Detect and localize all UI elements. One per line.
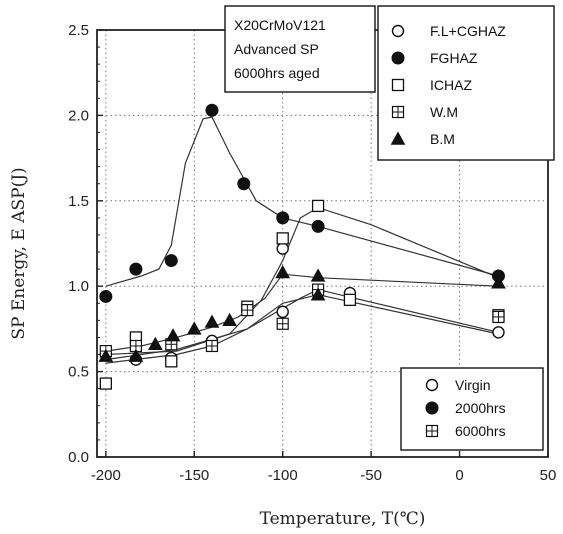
x-tick-label: -50 [360,467,382,484]
x-tick-label: 0 [455,467,463,484]
data-point-ichaz [311,199,325,213]
info-box: X20CrMoV121 Advanced SP 6000hrs aged [224,5,376,93]
x-tick-label: -200 [91,467,121,484]
data-point-w-m [241,304,254,317]
data-point-b-m [491,275,506,289]
data-point-fghaz [129,262,143,276]
legend-marker [391,105,405,119]
legend-entry-label: FGHAZ [430,50,478,66]
y-tick-label: 2.5 [68,22,89,39]
data-point-b-m [186,321,202,335]
y-tick-label: 0.0 [68,449,89,466]
data-point-fghaz [237,177,251,191]
data-point-b-m [310,287,326,301]
data-point-b-m [310,268,326,282]
legend-entry-label: F.L+CGHAZ [430,23,506,39]
data-point-ichaz [343,293,357,307]
data-point-f-l-cghaz [276,305,289,319]
series-points [98,103,506,390]
data-point-fghaz [311,219,325,233]
data-point-f-l-cghaz [492,326,505,339]
data-point-b-m [222,312,237,327]
data-point-b-m [128,348,144,362]
x-tick-label: -150 [179,467,209,484]
series-line-w-m [105,294,499,364]
info-box-line: 6000hrs aged [234,65,320,81]
legend-marker [391,24,405,38]
y-tick-label: 1.0 [68,278,89,295]
legend-marker [425,424,439,438]
legend-aging: Virgin 2000hrs 6000hrs [400,367,544,451]
legend-zones: F.L+CGHAZ FGHAZ ICHAZ W.M B.M [377,5,555,161]
x-tick-label: -100 [268,467,298,484]
legend-marker [391,51,405,65]
info-box-line: Advanced SP [234,41,319,57]
x-axis-title: Temperature, T(℃) [260,509,426,529]
data-point-b-m [98,348,114,362]
data-point-f-l-cghaz [276,242,289,255]
legend-entry-label: 2000hrs [455,400,506,416]
data-point-fghaz [205,103,219,117]
data-point-b-m [165,328,181,342]
legend-marker [391,78,405,92]
legend-entry-label: ICHAZ [430,77,472,93]
y-tick-label: 0.5 [68,364,89,381]
legend-marker [425,378,439,392]
data-point-fghaz [164,254,178,268]
y-axis-title: SP Energy, E ASP(J) [9,167,29,339]
legend-marker [390,131,406,145]
legend-marker [425,401,439,415]
data-point-ichaz [276,232,289,245]
data-point-w-m [492,310,505,324]
data-point-b-m [148,336,163,350]
data-point-fghaz [276,211,290,225]
data-point-b-m [204,314,220,328]
x-tick-label: 50 [540,467,557,484]
data-point-w-m [276,317,289,330]
data-point-b-m [275,265,291,279]
y-tick-label: 2.0 [68,107,89,124]
axis-ticks: -200 -150 -100 -50 0 50 0.0 0.5 1.0 1.5 2.0 2.5 [68,22,556,484]
y-tick-label: 1.5 [68,193,89,210]
legend-entry-label: 6000hrs [455,423,506,439]
data-point-ichaz [99,377,112,390]
data-point-ichaz [165,355,178,368]
info-box-line: X20CrMoV121 [234,17,326,33]
series-line-f-l-cghaz [105,288,499,361]
data-point-fghaz [99,289,113,303]
legend-entry-label: B.M [430,131,455,147]
legend-entry-label: Virgin [455,377,491,393]
data-point-w-m [205,339,219,353]
series-line-ichaz [105,206,499,356]
legend-entry-label: W.M [430,104,458,120]
